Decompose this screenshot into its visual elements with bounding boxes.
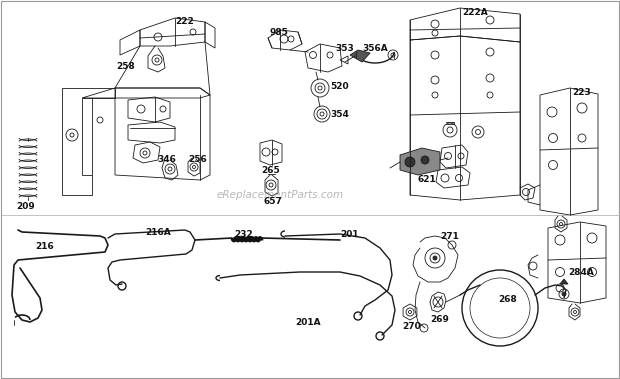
Text: 223: 223 [572,88,591,97]
Text: 201: 201 [340,230,358,239]
Circle shape [421,156,429,164]
Text: 353: 353 [335,44,354,53]
Polygon shape [400,148,440,175]
Text: 258: 258 [116,62,135,71]
Circle shape [405,157,415,167]
Text: 201A: 201A [295,318,321,327]
Text: 354: 354 [330,110,349,119]
Polygon shape [560,279,568,284]
Polygon shape [350,50,370,62]
Text: 256: 256 [188,155,206,164]
Text: 621: 621 [418,175,436,184]
Text: 216A: 216A [145,228,171,237]
Text: 209: 209 [16,202,35,211]
Text: 222: 222 [175,17,193,26]
Text: 216: 216 [35,242,54,251]
Text: 346: 346 [157,155,176,164]
Text: 657: 657 [264,197,283,206]
Text: 269: 269 [430,315,449,324]
Text: 232: 232 [234,230,253,239]
Text: 270: 270 [402,322,421,331]
Text: 268: 268 [498,295,516,304]
Text: 284A: 284A [568,268,594,277]
Text: eReplacementParts.com: eReplacementParts.com [216,190,343,200]
Text: 356A: 356A [362,44,388,53]
Text: 985: 985 [270,28,289,37]
Text: 222A: 222A [462,8,488,17]
Circle shape [562,292,566,296]
Text: 520: 520 [330,82,348,91]
Text: 271: 271 [440,232,459,241]
Circle shape [433,256,437,260]
Text: 265: 265 [261,166,280,175]
